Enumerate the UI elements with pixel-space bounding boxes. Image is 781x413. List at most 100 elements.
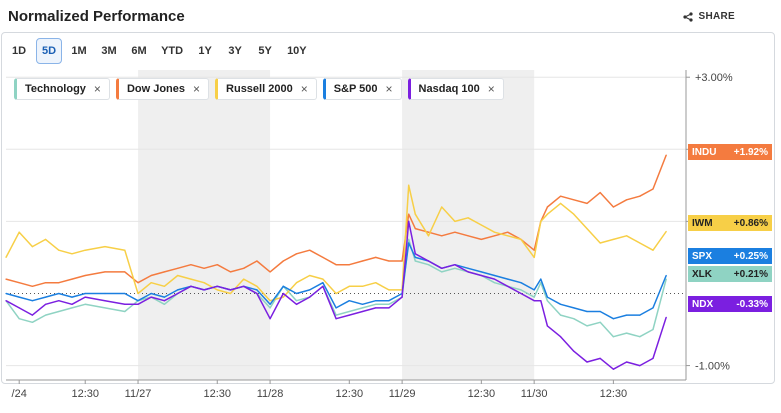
data-point [309,249,311,251]
data-point [612,336,615,338]
shaded-day-0 [138,70,271,380]
data-point [256,289,258,291]
data-point [639,336,641,338]
data-point [414,260,416,262]
data-point [533,256,535,258]
tag-value: +0.86% [733,217,768,229]
data-point [493,274,496,277]
data-point [652,328,654,331]
legend-chip-russell-2000[interactable]: Russell 2000 × [215,78,317,100]
data-point [639,365,641,367]
data-point [104,246,106,248]
legend-chip-nasdaq-100[interactable]: Nasdaq 100 × [407,78,504,100]
data-point [652,249,654,251]
data-point [533,249,535,251]
data-point [177,292,179,295]
range-selector: 1D 5D 1M 3M 6M YTD 1Y 3Y 5Y 10Y [6,38,312,64]
data-point [626,361,628,363]
share-button[interactable]: SHARE [683,11,735,22]
data-point [493,278,496,280]
legend-chip-s-p-500[interactable]: S&P 500 × [322,78,402,100]
data-point [493,231,496,233]
data-point [401,260,403,262]
data-point [84,292,86,295]
data-point [322,256,324,258]
data-point [31,246,33,248]
data-point [493,235,496,237]
data-point [163,285,165,287]
data-point [335,264,337,266]
data-point [520,238,522,240]
range-button-3y[interactable]: 3Y [228,45,242,57]
data-point [586,361,588,363]
data-point [5,278,7,280]
data-point [243,278,245,280]
data-point [388,289,390,291]
remove-series-icon[interactable]: × [300,82,308,96]
data-point [71,253,73,255]
data-point [639,314,641,316]
range-button-1y[interactable]: 1Y [198,45,212,57]
data-point [599,357,601,359]
remove-series-icon[interactable]: × [193,82,201,96]
legend-chip-technology[interactable]: Technology × [14,78,110,100]
data-point [5,256,7,258]
data-point [361,303,364,305]
data-point [467,235,469,237]
range-button-5d[interactable]: 5D [36,38,63,64]
data-point [414,213,416,215]
data-point [216,285,218,287]
data-point [18,318,20,320]
data-point [150,296,152,298]
data-point [84,274,86,277]
series-line-1 [5,154,667,288]
range-button-5y[interactable]: 5Y [258,45,272,57]
y-tick-label-0: +3.00% [695,72,733,84]
data-point [560,195,562,197]
data-point [58,292,60,295]
tag-symbol: INDU [692,146,717,158]
tag-value: -0.33% [736,298,768,310]
value-tag-ndx: NDX -0.33% [688,296,772,312]
data-point [573,318,575,320]
data-point [256,292,258,295]
remove-series-icon[interactable]: × [385,82,393,96]
data-point [375,282,377,284]
data-point [335,314,337,316]
range-button-10y[interactable]: 10Y [287,45,307,57]
data-point [454,231,456,233]
data-point [282,260,284,262]
data-point [612,238,615,240]
data-point [639,195,641,197]
data-point [546,325,549,327]
data-point [375,307,377,309]
data-point [5,300,7,302]
legend-chip-dow-jones[interactable]: Dow Jones × [115,78,210,100]
data-point [71,307,73,309]
data-point [150,282,152,284]
data-point [322,278,324,280]
data-point [104,300,106,302]
remove-series-icon[interactable]: × [93,82,101,96]
data-point [45,282,47,284]
shaded-day-1 [402,70,535,380]
data-point [454,264,456,266]
data-point [45,238,47,240]
data-point [454,267,456,269]
data-point [348,300,350,302]
data-point [507,285,509,287]
range-button-6m[interactable]: 6M [131,45,147,57]
range-button-ytd[interactable]: YTD [161,45,184,57]
data-point [599,192,601,194]
range-button-1d[interactable]: 1D [11,45,27,57]
range-button-3m[interactable]: 3M [101,45,117,57]
range-button-1m[interactable]: 1M [71,45,87,57]
data-point [427,260,430,262]
data-point [84,296,86,298]
data-point [546,296,549,298]
data-point [665,316,667,318]
remove-series-icon[interactable]: × [487,82,495,96]
data-point [375,303,377,305]
data-point [507,278,509,280]
x-tick-label-8: 11/30 [521,388,548,400]
